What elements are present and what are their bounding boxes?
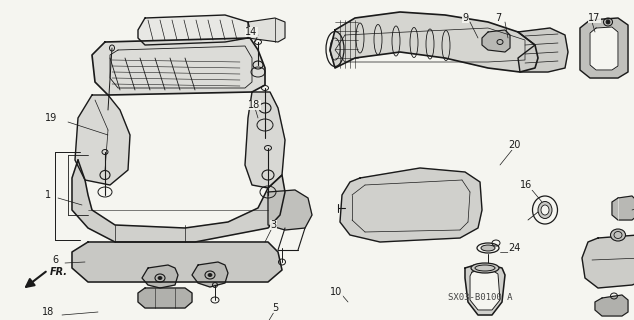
Polygon shape	[138, 288, 192, 308]
Text: 14: 14	[245, 27, 257, 37]
Ellipse shape	[611, 229, 626, 241]
Polygon shape	[595, 295, 628, 316]
Text: 18: 18	[42, 307, 55, 317]
Polygon shape	[518, 28, 568, 72]
Polygon shape	[612, 196, 634, 220]
Text: 16: 16	[520, 180, 533, 190]
Text: 24: 24	[508, 243, 521, 253]
Polygon shape	[92, 38, 265, 95]
Text: SX03-B0100 A: SX03-B0100 A	[448, 293, 512, 302]
Polygon shape	[482, 30, 510, 52]
Polygon shape	[192, 262, 228, 287]
Ellipse shape	[538, 202, 552, 219]
Text: 17: 17	[588, 13, 600, 23]
Ellipse shape	[481, 245, 495, 251]
Polygon shape	[582, 235, 634, 288]
Polygon shape	[268, 190, 312, 230]
Text: 9: 9	[462, 13, 468, 23]
Polygon shape	[580, 18, 628, 78]
Polygon shape	[75, 95, 130, 185]
Polygon shape	[330, 12, 538, 72]
Text: 1: 1	[45, 190, 51, 200]
Polygon shape	[72, 160, 285, 242]
Polygon shape	[142, 265, 178, 288]
Polygon shape	[340, 168, 482, 242]
Ellipse shape	[471, 263, 499, 273]
Polygon shape	[245, 92, 285, 188]
Ellipse shape	[208, 274, 212, 276]
Text: 19: 19	[45, 113, 57, 123]
Text: 3: 3	[270, 220, 276, 230]
Polygon shape	[138, 15, 250, 45]
Ellipse shape	[541, 205, 549, 215]
Ellipse shape	[158, 276, 162, 279]
Polygon shape	[590, 27, 618, 70]
Polygon shape	[248, 18, 285, 42]
Text: FR.: FR.	[50, 267, 68, 277]
Text: 6: 6	[52, 255, 58, 265]
Text: 5: 5	[272, 303, 278, 313]
Text: 10: 10	[330, 287, 342, 297]
Polygon shape	[72, 242, 282, 282]
Text: 7: 7	[495, 13, 501, 23]
Text: 18: 18	[248, 100, 260, 110]
Polygon shape	[465, 265, 505, 315]
Polygon shape	[470, 270, 500, 310]
Ellipse shape	[606, 20, 610, 24]
Text: 20: 20	[508, 140, 521, 150]
